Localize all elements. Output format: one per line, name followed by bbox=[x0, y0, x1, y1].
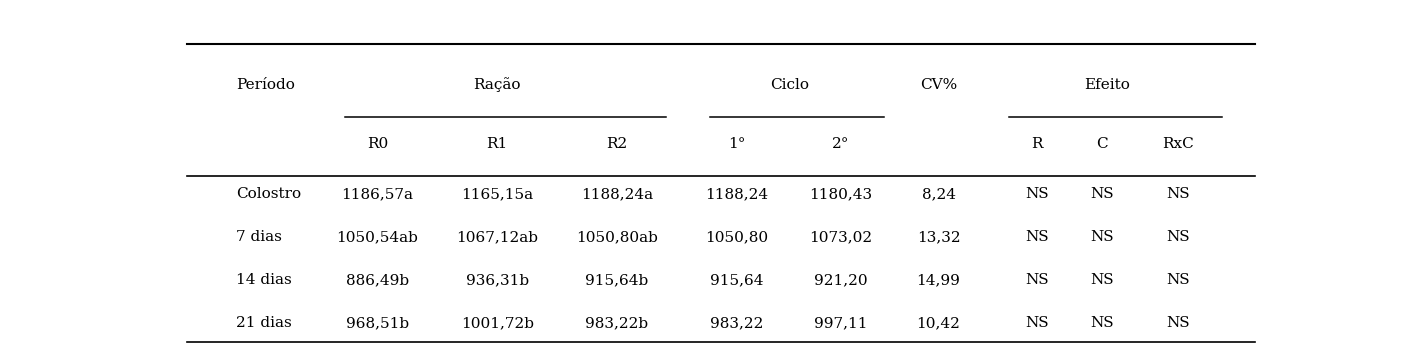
Text: Período: Período bbox=[236, 78, 294, 92]
Text: 1°: 1° bbox=[728, 136, 745, 151]
Text: 983,22: 983,22 bbox=[710, 316, 763, 330]
Text: 921,20: 921,20 bbox=[814, 273, 868, 287]
Text: R0: R0 bbox=[367, 136, 388, 151]
Text: 1188,24a: 1188,24a bbox=[581, 188, 654, 201]
Text: 915,64: 915,64 bbox=[710, 273, 763, 287]
Text: 1050,80: 1050,80 bbox=[706, 230, 769, 244]
Text: NS: NS bbox=[1167, 316, 1189, 330]
Text: 10,42: 10,42 bbox=[917, 316, 960, 330]
Text: NS: NS bbox=[1025, 188, 1049, 201]
Text: 7 dias: 7 dias bbox=[236, 230, 281, 244]
Text: NS: NS bbox=[1167, 188, 1189, 201]
Text: NS: NS bbox=[1090, 188, 1114, 201]
Text: NS: NS bbox=[1167, 273, 1189, 287]
Text: R2: R2 bbox=[606, 136, 627, 151]
Text: 886,49b: 886,49b bbox=[346, 273, 409, 287]
Text: R1: R1 bbox=[486, 136, 508, 151]
Text: 1073,02: 1073,02 bbox=[808, 230, 872, 244]
Text: 21 dias: 21 dias bbox=[236, 316, 291, 330]
Text: 1050,54ab: 1050,54ab bbox=[336, 230, 418, 244]
Text: 1050,80ab: 1050,80ab bbox=[576, 230, 658, 244]
Text: 1067,12ab: 1067,12ab bbox=[456, 230, 538, 244]
Text: 968,51b: 968,51b bbox=[346, 316, 409, 330]
Text: NS: NS bbox=[1025, 316, 1049, 330]
Text: NS: NS bbox=[1025, 230, 1049, 244]
Text: NS: NS bbox=[1167, 230, 1189, 244]
Text: 1001,72b: 1001,72b bbox=[461, 316, 534, 330]
Text: NS: NS bbox=[1025, 273, 1049, 287]
Text: 1186,57a: 1186,57a bbox=[342, 188, 413, 201]
Text: 8,24: 8,24 bbox=[921, 188, 956, 201]
Text: Efeito: Efeito bbox=[1084, 78, 1130, 92]
Text: 14,99: 14,99 bbox=[917, 273, 960, 287]
Text: R: R bbox=[1031, 136, 1042, 151]
Text: Ração: Ração bbox=[474, 77, 522, 92]
Text: 1180,43: 1180,43 bbox=[808, 188, 872, 201]
Text: 915,64b: 915,64b bbox=[585, 273, 648, 287]
Text: NS: NS bbox=[1090, 316, 1114, 330]
Text: 13,32: 13,32 bbox=[917, 230, 960, 244]
Text: 1188,24: 1188,24 bbox=[706, 188, 769, 201]
Text: C: C bbox=[1097, 136, 1108, 151]
Text: NS: NS bbox=[1090, 273, 1114, 287]
Text: 983,22b: 983,22b bbox=[585, 316, 648, 330]
Text: 936,31b: 936,31b bbox=[465, 273, 529, 287]
Text: 2°: 2° bbox=[832, 136, 849, 151]
Text: RxC: RxC bbox=[1163, 136, 1194, 151]
Text: 14 dias: 14 dias bbox=[236, 273, 291, 287]
Text: CV%: CV% bbox=[920, 78, 957, 92]
Text: Colostro: Colostro bbox=[236, 188, 301, 201]
Text: NS: NS bbox=[1090, 230, 1114, 244]
Text: Ciclo: Ciclo bbox=[769, 78, 808, 92]
Text: 997,11: 997,11 bbox=[814, 316, 868, 330]
Text: 1165,15a: 1165,15a bbox=[461, 188, 533, 201]
